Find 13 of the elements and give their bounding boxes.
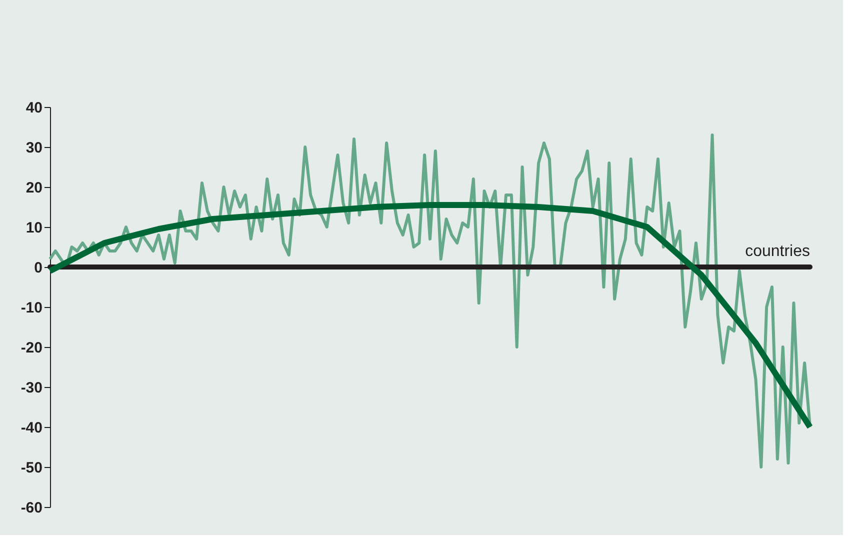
y-tick-label: -10 (20, 300, 42, 316)
y-tick-label: 40 (26, 100, 42, 116)
y-tick-label: -50 (20, 460, 42, 476)
y-tick-label: 20 (26, 180, 42, 196)
y-tick-label: 30 (26, 140, 42, 156)
y-tick-label: -20 (20, 340, 42, 356)
y-tick-label: -60 (20, 500, 42, 516)
y-tick-label: -30 (20, 380, 42, 396)
y-tick-label: 0 (34, 260, 42, 276)
y-tick-label: 10 (26, 220, 42, 236)
y-tick-label: -40 (20, 420, 42, 436)
line-series (48, 134, 812, 468)
ref-line-label: countries (745, 243, 810, 260)
